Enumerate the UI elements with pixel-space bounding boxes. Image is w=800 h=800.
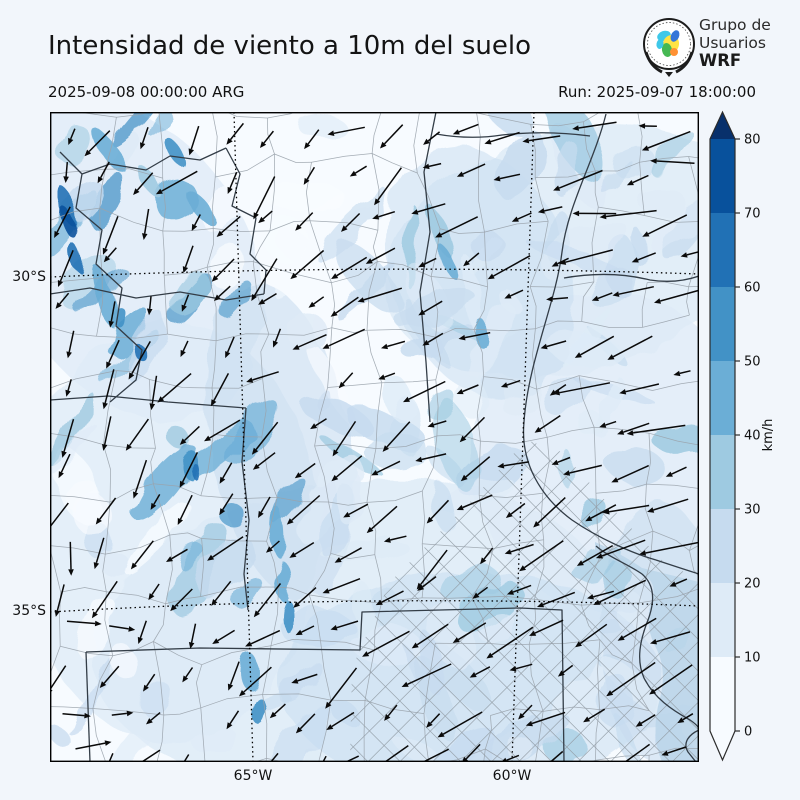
logo-line-1: Grupo de bbox=[699, 16, 771, 34]
colorbar-segment bbox=[710, 361, 735, 435]
colorbar-tick-label: 80 bbox=[744, 133, 761, 148]
lon-label-60°W: 60°W bbox=[492, 768, 532, 784]
globe-logo-icon bbox=[643, 18, 695, 77]
colorbar-segment bbox=[710, 139, 735, 213]
colorbar-tick-label: 40 bbox=[744, 429, 761, 444]
colorbar-tick-label: 10 bbox=[744, 651, 761, 666]
colorbar-over-arrow bbox=[710, 112, 735, 139]
lon-label-65°W: 65°W bbox=[233, 768, 273, 784]
valid-time-label: 2025-09-08 00:00:00 ARG bbox=[48, 83, 245, 101]
province-boundaries bbox=[50, 112, 699, 762]
run-time-label: Run: 2025-09-07 18:00:00 bbox=[558, 83, 756, 101]
colorbar-under-arrow bbox=[710, 731, 735, 760]
colorbar-tick-label: 70 bbox=[744, 207, 761, 222]
colorbar-segment bbox=[710, 435, 735, 509]
wind-speed-shading bbox=[50, 112, 699, 762]
colorbar-tick-label: 0 bbox=[744, 725, 752, 740]
lat-label-30°S: 30°S bbox=[12, 269, 46, 285]
map-canvas bbox=[50, 112, 699, 762]
colorbar: 0 10 20 30 40 50 60 70 80 km/h bbox=[704, 106, 796, 770]
colorbar-segment bbox=[710, 509, 735, 583]
logo-line-2: Usuarios bbox=[699, 33, 766, 52]
colorbar-tick-label: 30 bbox=[744, 503, 761, 518]
logo-line-3: WRF bbox=[699, 51, 742, 70]
lat-label-35°S: 35°S bbox=[12, 602, 46, 619]
lat-lon-gridlines bbox=[50, 112, 699, 762]
colorbar-units-label: km/h bbox=[761, 419, 776, 452]
colorbar-segment bbox=[710, 213, 735, 287]
page-title: Intensidad de viento a 10m del suelo bbox=[48, 31, 532, 61]
colorbar-tick-label: 50 bbox=[744, 355, 761, 370]
colorbar-segment bbox=[710, 287, 735, 361]
map-border bbox=[50, 112, 699, 762]
colorbar-tick-label: 20 bbox=[744, 577, 761, 592]
wrf-users-group-logo bbox=[640, 14, 800, 80]
colorbar-tick-label: 60 bbox=[744, 281, 761, 296]
logo-text: Grupo de Usuarios WRF bbox=[699, 16, 771, 70]
colorbar-segment bbox=[710, 583, 735, 657]
colorbar-segment bbox=[710, 657, 735, 731]
